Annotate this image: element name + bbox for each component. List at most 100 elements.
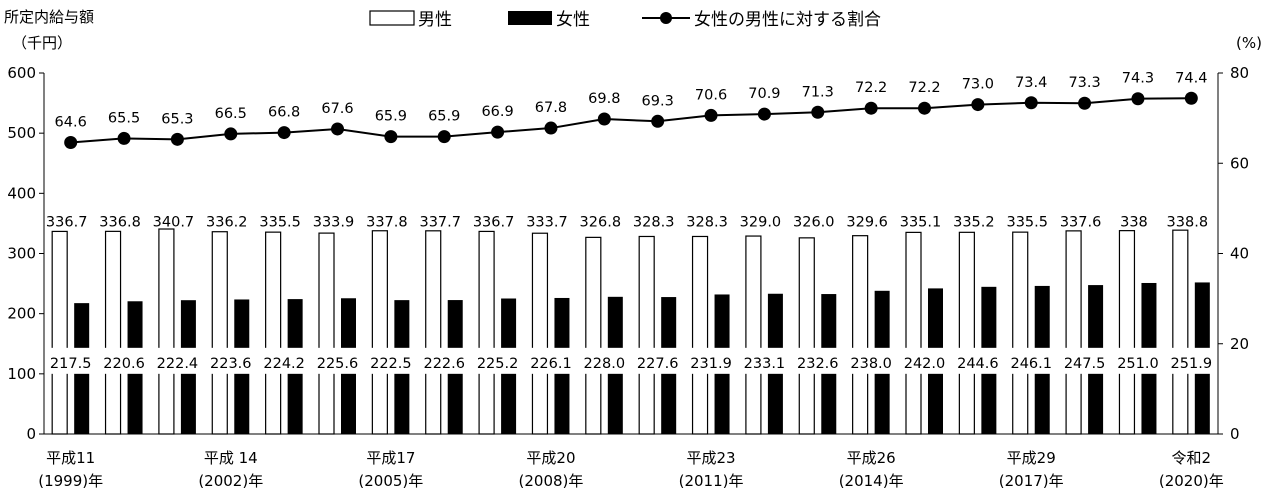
x-label-year: (2008)年 [519,472,584,490]
ratio-point [597,112,611,126]
label-ratio: 66.5 [215,106,247,122]
y-tick-label-left: 0 [26,425,36,443]
bar-male [745,235,762,435]
label-male: 335.5 [1006,214,1048,230]
ratio-point [491,125,505,139]
bar-male [478,230,495,435]
x-label-year: (2005)年 [358,472,423,490]
ratio-point [1078,96,1092,110]
bar-male [211,231,228,435]
label-male: 333.9 [313,214,355,230]
y-tick-label-left: 600 [7,64,36,82]
label-male: 335.2 [953,214,995,230]
label-female: 251.9 [1171,356,1213,372]
ratio-point [971,98,985,112]
label-male: 338 [1120,214,1148,230]
label-ratio: 73.4 [1015,75,1047,91]
bar-male [691,235,709,435]
ratio-point [64,135,78,149]
bar-male [104,230,122,435]
label-male: 337.7 [419,214,461,230]
label-female: 225.2 [477,356,519,372]
label-male: 336.7 [46,214,88,230]
label-male: 329.0 [740,214,782,230]
ratio-point [437,130,451,144]
label-ratio: 74.4 [1175,70,1207,86]
label-ratio: 70.6 [695,87,727,103]
label-male: 336.7 [473,214,515,230]
y-tick-label-right: 40 [1230,245,1249,263]
ratio-point [918,101,931,115]
label-ratio: 67.6 [321,101,353,117]
label-ratio: 69.3 [642,93,674,109]
label-male: 328.3 [633,214,675,230]
ratio-line [70,97,1192,144]
bar-male [798,237,815,435]
x-label-year: (2011)年 [679,472,744,490]
ratio-point [1131,92,1145,106]
bars [51,228,1210,435]
legend: 男性 女性 女性の男性に対する割合 [369,10,881,30]
data-labels: 336.7 336.8 340.7 336.2 335.5 333.9 337.8 337.7… [45,70,1217,374]
ratio-point [331,122,344,136]
x-label-year: (2017)年 [999,472,1064,490]
y-tick-label-left: 300 [7,245,36,263]
label-female: 225.6 [317,356,359,372]
label-male: 335.1 [900,214,942,230]
y-axis-title-right: (%) [1236,34,1262,52]
ratio-point [384,130,398,144]
label-ratio: 64.6 [55,114,87,130]
label-ratio: 65.3 [161,111,193,127]
label-female: 247.5 [1064,356,1106,372]
y-tick-label-right: 80 [1230,64,1249,82]
label-female: 233.1 [744,356,786,372]
bar-male [638,235,655,435]
x-label-era: 平成23 [686,449,735,467]
label-male: 336.8 [99,214,141,230]
bar-male [1012,231,1029,435]
label-male: 335.5 [259,214,301,230]
bar-male [1118,230,1136,435]
ratio-point [811,105,825,119]
y-tick-label-left: 100 [7,365,36,383]
label-female: 227.6 [637,356,679,372]
label-female: 251.0 [1117,356,1159,372]
label-female: 242.0 [904,356,946,372]
label-ratio: 65.9 [375,109,407,125]
ratio-line-series [64,91,1198,149]
ratio-point [651,114,665,128]
x-label-year: (1999)年 [38,472,103,490]
bar-male [905,231,922,435]
x-label-era: 平成20 [526,449,575,467]
bar-male [1065,230,1082,435]
ratio-point [224,127,238,141]
x-axis-labels: 平成11 (1999)年 平成 14 (2002)年 平成17 (2005)年 平成20 (2… [38,449,1224,490]
ratio-point [864,101,878,115]
bar-male [318,232,335,435]
label-female: 222.5 [370,356,412,372]
bar-male [265,231,282,435]
y-tick-label-right: 60 [1230,154,1249,172]
bar-male [425,230,442,435]
label-female: 220.6 [103,356,145,372]
label-female: 222.4 [157,356,199,372]
label-female: 217.5 [50,356,92,372]
label-band-female [45,347,1217,374]
legend-male-swatch [369,10,415,26]
x-label-era: 平成26 [847,449,896,467]
bar-male [1172,229,1189,435]
ratio-point [277,126,291,140]
label-ratio: 69.8 [588,91,620,107]
label-female: 228.0 [584,356,626,372]
label-male: 328.3 [686,214,728,230]
bar-male [585,236,602,435]
label-ratio: 74.3 [1122,71,1154,87]
label-female: 246.1 [1010,356,1052,372]
x-label-year: (2002)年 [198,472,263,490]
bar-male [958,231,975,435]
label-ratio: 66.8 [268,105,300,121]
legend-female-swatch [508,11,552,25]
x-label-era: 令和2 [1172,449,1212,467]
ratio-point [117,131,131,145]
label-ratio: 72.2 [855,80,887,96]
